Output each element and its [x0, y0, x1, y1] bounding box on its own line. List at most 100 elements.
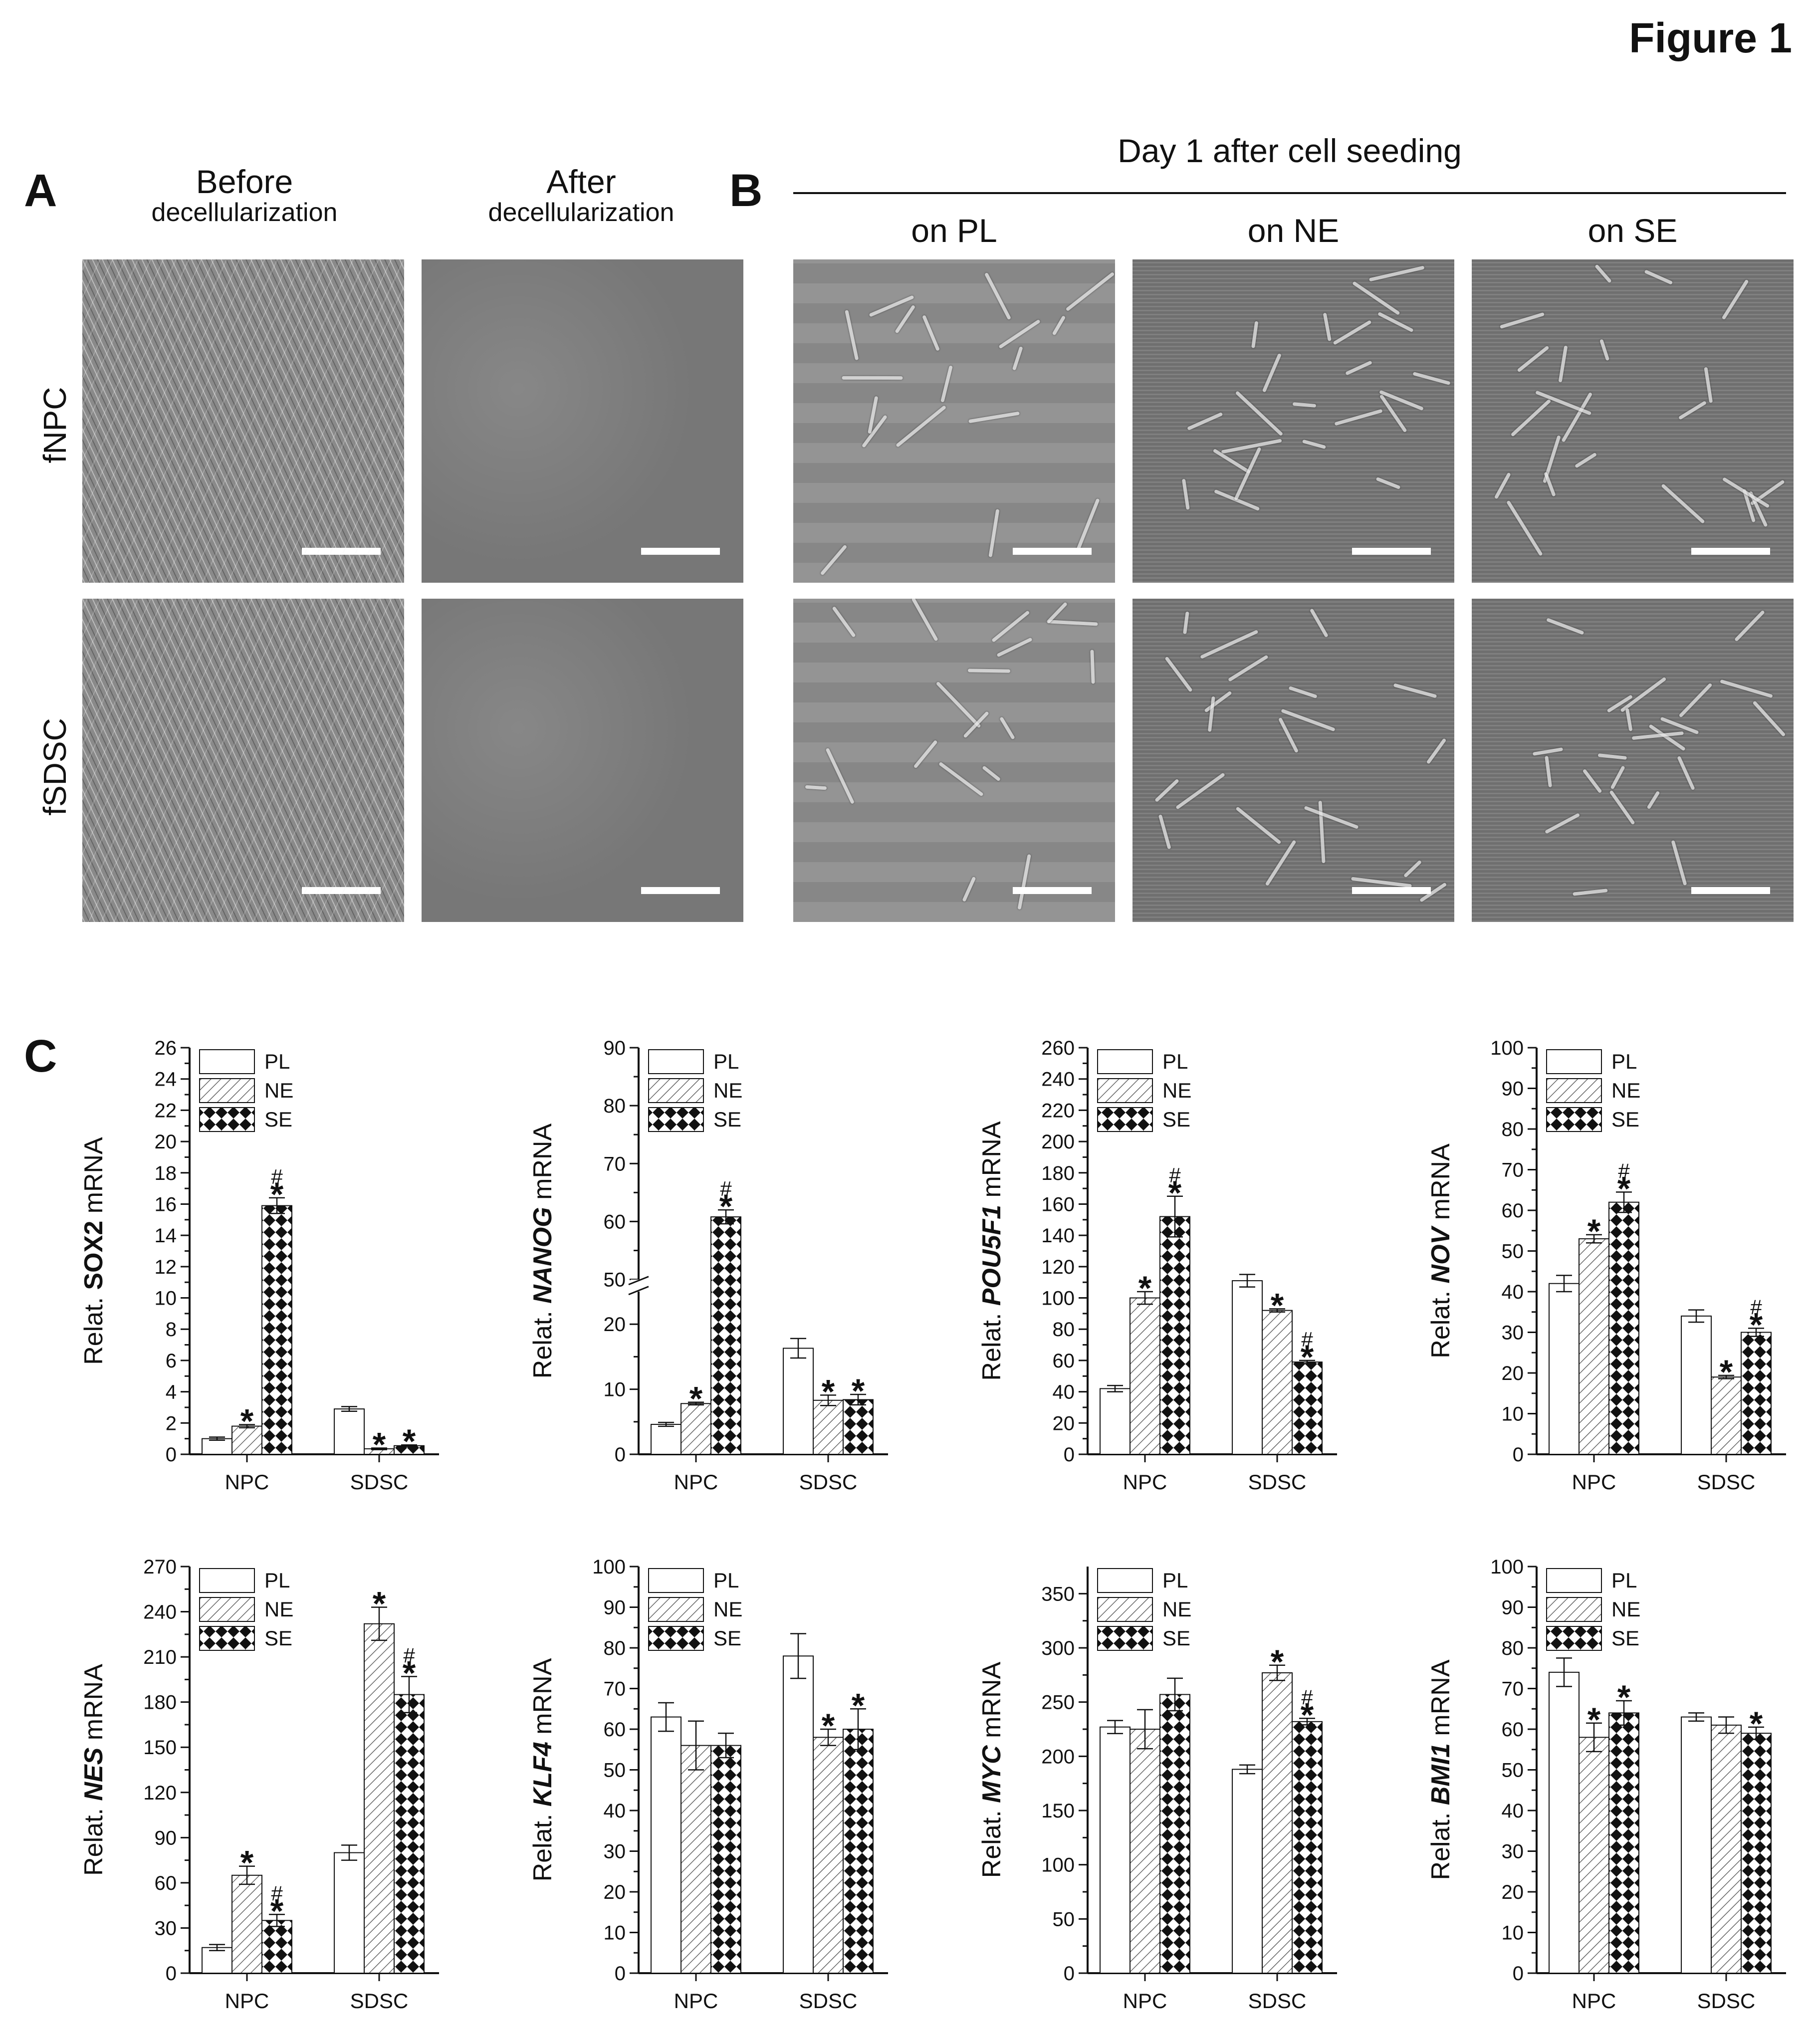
legend-swatch	[1546, 1049, 1602, 1074]
y-tick-label: 10	[155, 1288, 177, 1310]
scale-bar	[302, 887, 381, 894]
cell-shape	[1517, 345, 1550, 373]
legend-label: PL	[1162, 1050, 1188, 1073]
legend-swatch	[1097, 1597, 1153, 1622]
significance-star: *	[1587, 1701, 1601, 1739]
legend-label: NE	[713, 1597, 742, 1621]
cell-shape	[1403, 860, 1422, 878]
y-tick-label: 20	[1502, 1363, 1524, 1384]
bar-se-npc	[710, 1745, 741, 1974]
cell-shape	[996, 637, 1033, 658]
y-tick-label: 0	[1064, 1963, 1075, 1985]
y-tick-label: 160	[1041, 1193, 1075, 1215]
y-axis-label: Relat. MYC mRNA	[977, 1661, 1006, 1878]
y-tick-label: 70	[604, 1678, 626, 1700]
scale-bar	[302, 548, 381, 555]
cell-shape	[962, 877, 976, 903]
legend-swatch	[1546, 1107, 1602, 1132]
bar-se-npc	[261, 1205, 292, 1455]
micrograph-fsdsc-on-se	[1472, 599, 1794, 922]
scale-bar	[641, 887, 720, 894]
cell-shape	[1228, 655, 1269, 682]
cell-shape	[1090, 650, 1095, 684]
cell-shape	[1265, 840, 1297, 887]
bar-ne-npc	[680, 1745, 711, 1974]
y-tick-label: 10	[604, 1922, 626, 1944]
legend-swatch	[648, 1568, 704, 1593]
y-tick-label: 100	[1490, 1556, 1524, 1578]
cell-shape	[1204, 690, 1232, 713]
scale-bar	[1013, 887, 1092, 894]
y-tick-label: 40	[1502, 1800, 1524, 1822]
y-tick-label: 100	[1041, 1288, 1075, 1310]
y-axis-label: Relat. POU5F1 mRNA	[977, 1121, 1006, 1380]
bar-pl-npc	[202, 1438, 232, 1455]
legend-label: PL	[713, 1050, 739, 1073]
chart-myc: 0 50 100 150 200 250 300 350 Relat. MYC mRNA NPC *…	[977, 1567, 1337, 2013]
y-axis-label: Relat. KLF4 mRNA	[528, 1658, 557, 1881]
cell-shape	[1426, 738, 1447, 764]
micrograph-fnpc-before	[82, 259, 404, 583]
significance-hash: #	[1301, 1685, 1313, 1709]
cell-shape	[1598, 753, 1627, 760]
cell-shape	[1734, 610, 1766, 642]
significance-star: *	[689, 1380, 703, 1418]
y-tick-label: 70	[1502, 1159, 1524, 1181]
legend-swatch	[1546, 1078, 1602, 1103]
legend-swatch	[199, 1078, 255, 1103]
cell-shape	[991, 610, 1030, 643]
cell-shape	[935, 681, 982, 728]
y-tick-label: 40	[1053, 1381, 1075, 1403]
cell-shape	[1323, 312, 1332, 341]
legend-label: SE	[264, 1108, 292, 1131]
axis-break-mark	[628, 1286, 649, 1296]
y-tick-label: 60	[604, 1719, 626, 1741]
cell-shape	[1671, 840, 1687, 886]
y-tick-label: 200	[1041, 1746, 1075, 1768]
cell-shape	[1499, 312, 1545, 329]
cell-shape	[1235, 806, 1282, 845]
cell-shape	[1235, 391, 1283, 437]
bar-ne-npc	[1130, 1729, 1160, 1974]
cell-shape	[1511, 399, 1552, 437]
panel-a-column-after: After decellularization	[419, 164, 743, 227]
bar-pl-sdsc	[783, 1348, 814, 1455]
bar-ne-npc	[1579, 1737, 1609, 1974]
legend-swatch	[1097, 1078, 1153, 1103]
legend-label: SE	[713, 1108, 741, 1131]
significance-star: *	[373, 1585, 386, 1623]
y-tick-label: 100	[1041, 1854, 1075, 1876]
y-tick-label: 60	[1502, 1200, 1524, 1222]
y-tick-label: 80	[604, 1095, 626, 1117]
y-tick-label: 30	[604, 1841, 626, 1863]
legend-swatch	[1097, 1568, 1153, 1593]
legend-label: SE	[264, 1626, 292, 1650]
y-tick-label: 20	[1053, 1412, 1075, 1434]
y-tick-label: 16	[155, 1193, 177, 1215]
significance-star: *	[1750, 1705, 1763, 1743]
bar-pl-sdsc	[334, 1408, 365, 1455]
y-tick-label: 60	[604, 1211, 626, 1233]
y-tick-label: 100	[592, 1556, 626, 1578]
cell-shape	[1164, 656, 1193, 692]
y-tick-label: 80	[1502, 1637, 1524, 1659]
significance-hash: #	[1301, 1328, 1313, 1351]
legend-swatch	[1097, 1626, 1153, 1651]
cell-shape	[1644, 269, 1673, 285]
bar-ne-npc	[1130, 1297, 1160, 1455]
cell-shape	[1309, 608, 1329, 638]
cell-shape	[1558, 345, 1568, 383]
cell-shape	[1368, 265, 1425, 282]
axis-break-mark	[628, 1276, 649, 1286]
legend-label: SE	[713, 1626, 741, 1650]
cell-shape	[1573, 888, 1608, 896]
bar-se-sdsc	[1292, 1721, 1323, 1974]
cell-shape	[832, 606, 857, 638]
y-tick-label: 20	[604, 1314, 626, 1336]
y-tick-label: 350	[1041, 1583, 1075, 1605]
cell-shape	[1722, 476, 1770, 508]
micrograph-fsdsc-after	[422, 599, 743, 922]
y-tick-label: 220	[1041, 1100, 1075, 1122]
